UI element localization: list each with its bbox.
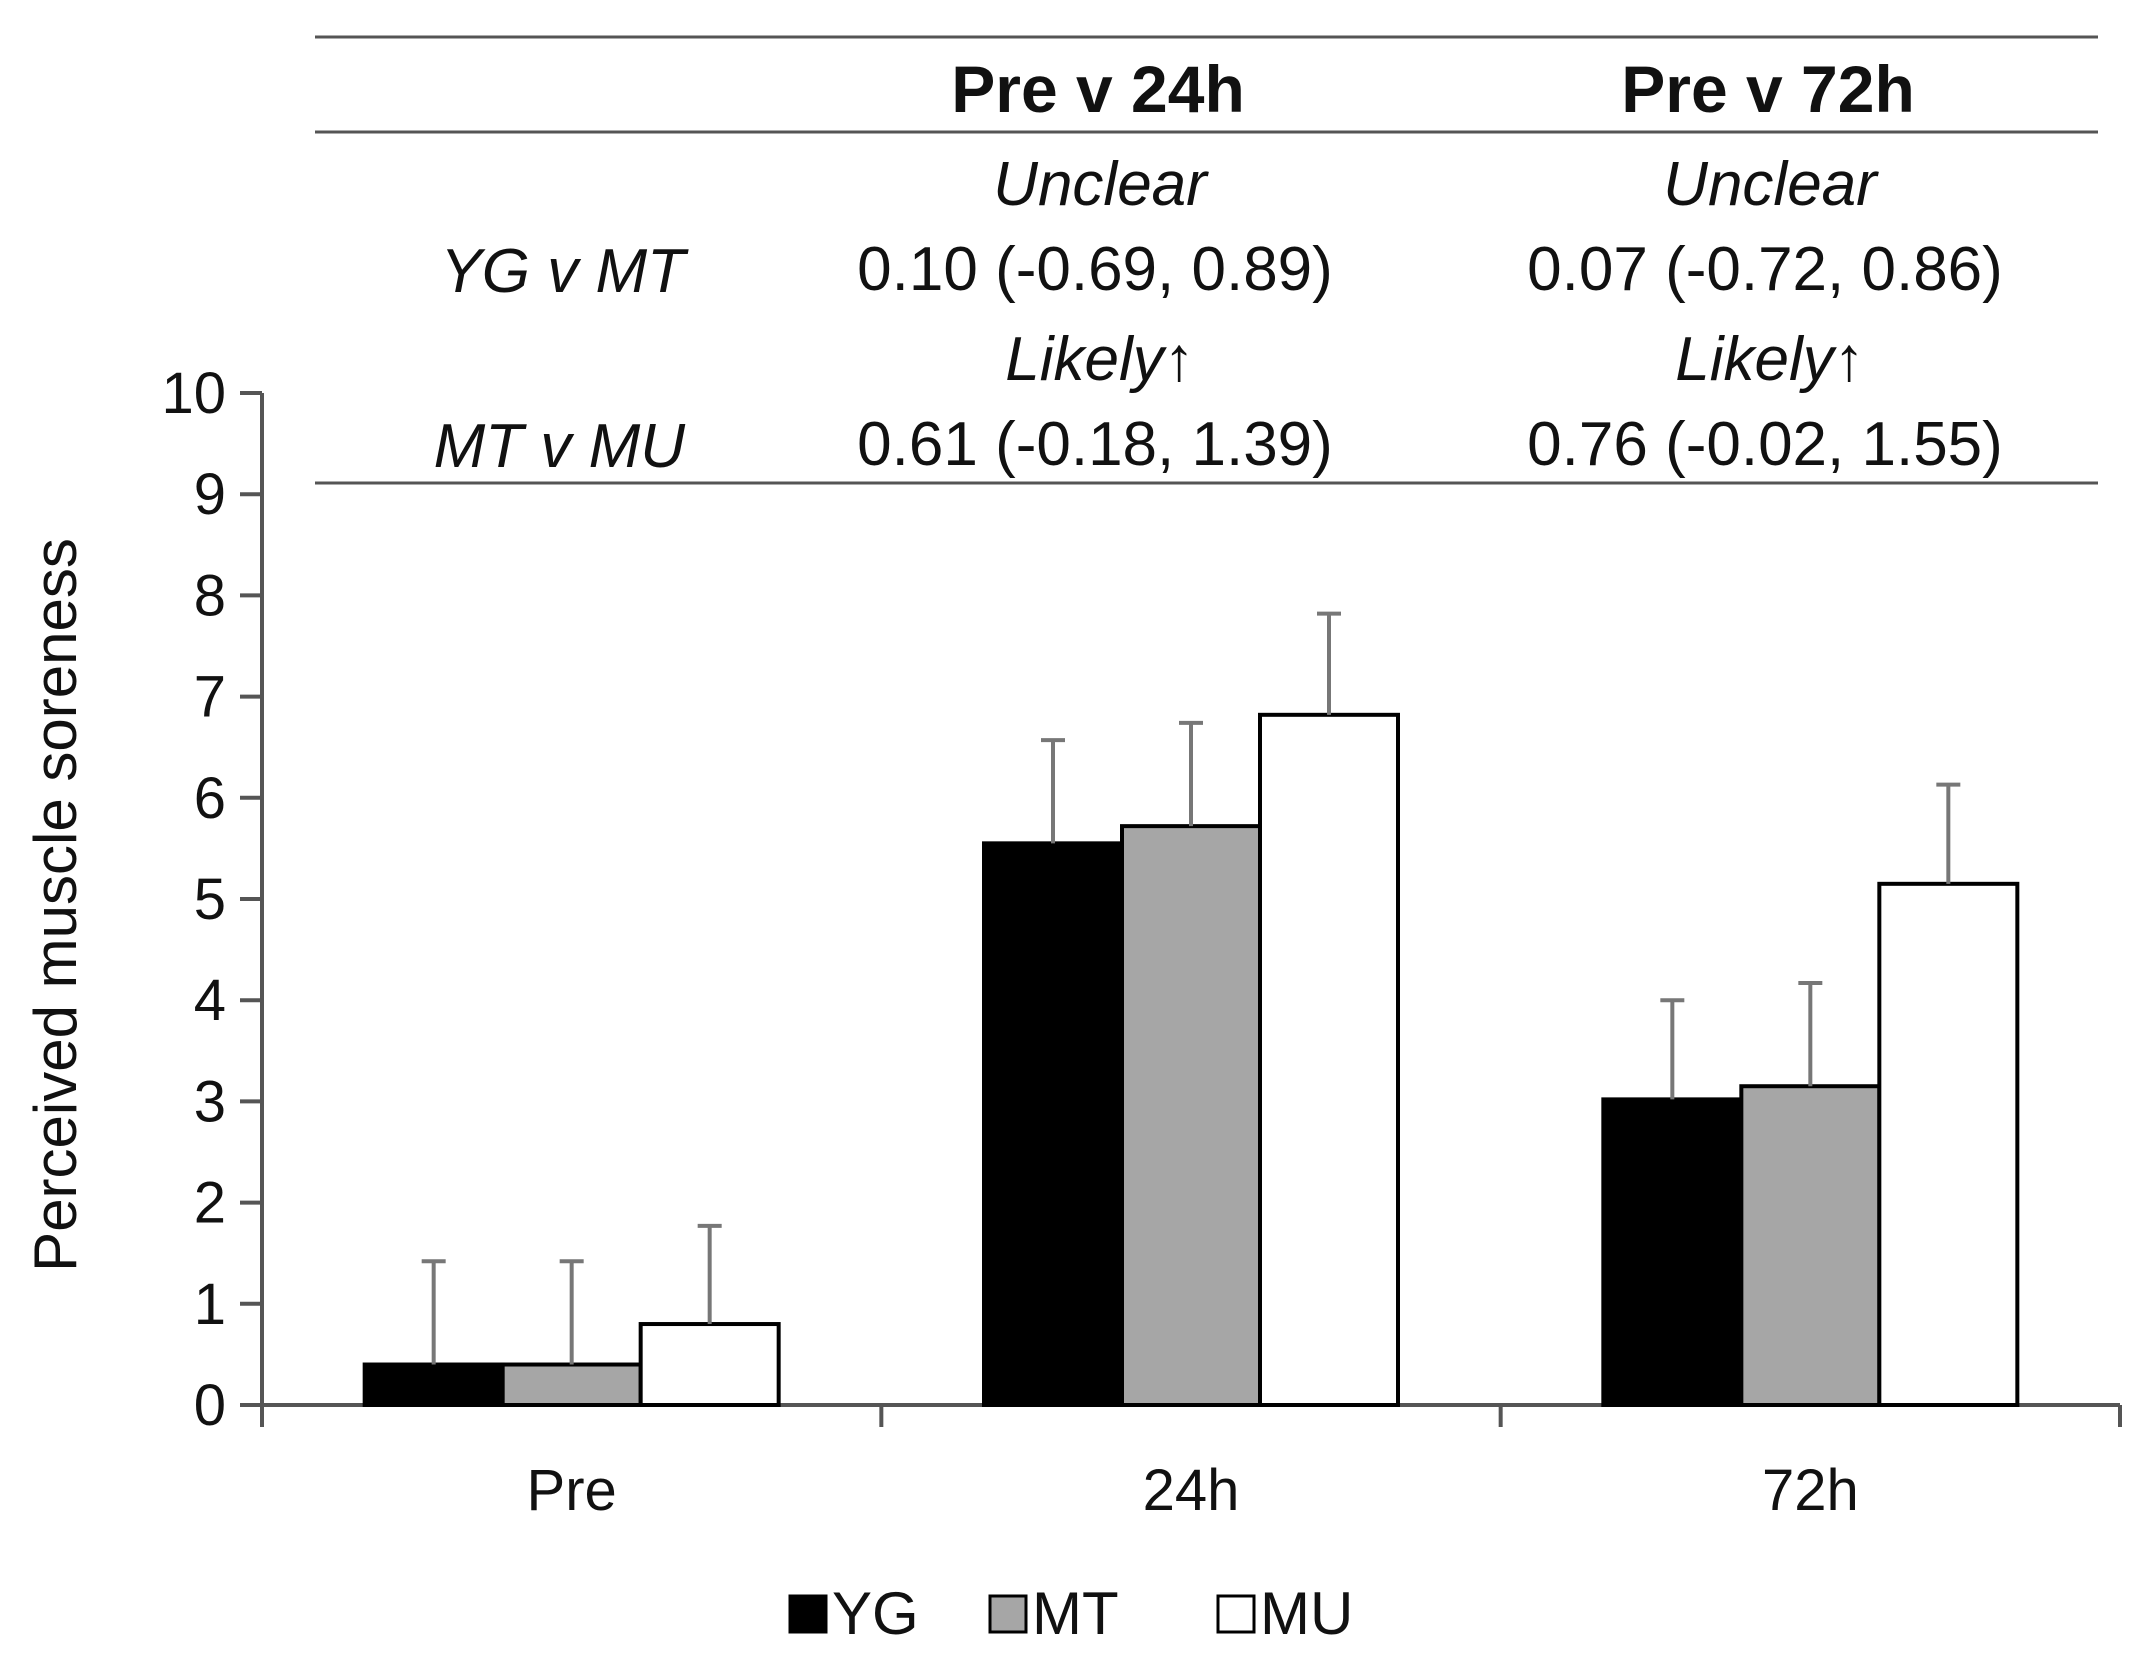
bar-mt-72h xyxy=(1739,1084,1882,1407)
bar-mu-pre xyxy=(638,1322,781,1408)
row-label-mt-v-mu: MT v MU xyxy=(434,412,687,481)
x-category-label: 24h xyxy=(1143,1458,1240,1523)
value-mt-mu-72h: 0.76 (-0.02, 1.55) xyxy=(1527,410,2003,479)
y-tick-label: 5 xyxy=(194,867,226,932)
value-yg-mt-72h: 0.07 (-0.72, 0.86) xyxy=(1527,235,2003,304)
y-tick-label: 0 xyxy=(194,1373,226,1438)
legend-swatch-mu xyxy=(1216,1594,1256,1634)
y-tick-label: 9 xyxy=(194,462,226,527)
y-tick-label: 3 xyxy=(194,1069,226,1134)
qualifier-mt-mu-24h: Likely↑ xyxy=(1005,325,1195,394)
table-header-pre-v-72h: Pre v 72h xyxy=(1621,52,1915,126)
bar-mu-72h xyxy=(1877,881,2020,1407)
legend-swatch-yg xyxy=(788,1594,828,1634)
legend-label-mt: MT xyxy=(1032,1580,1119,1647)
qualifier-yg-mt-24h: Unclear xyxy=(993,150,1209,219)
bar-mt-pre xyxy=(500,1362,643,1408)
y-tick-label: 7 xyxy=(194,665,226,730)
table-header-pre-v-24h: Pre v 24h xyxy=(951,52,1245,126)
x-category-label: Pre xyxy=(527,1458,617,1523)
bar-yg-pre xyxy=(362,1362,505,1408)
bar-mt-24h xyxy=(1120,824,1262,1407)
y-tick-label: 6 xyxy=(194,766,226,831)
legend: YG MT MU xyxy=(788,1580,1353,1647)
stats-table: Pre v 24h Pre v 72h Unclear Unclear YG v… xyxy=(315,35,2098,485)
qualifier-yg-mt-72h: Unclear xyxy=(1663,150,1879,219)
y-tick-label: 10 xyxy=(161,361,226,426)
y-axis-label: Perceived muscle soreness xyxy=(22,538,89,1272)
row-label-yg-v-mt: YG v MT xyxy=(440,237,689,306)
legend-label-yg: YG xyxy=(832,1580,919,1647)
legend-swatch-mt xyxy=(988,1594,1028,1634)
bar-yg-72h xyxy=(1601,1097,1744,1407)
x-category-label: 72h xyxy=(1762,1458,1859,1523)
y-tick-label: 8 xyxy=(194,563,226,628)
bar-yg-24h xyxy=(982,841,1124,1407)
value-mt-mu-24h: 0.61 (-0.18, 1.39) xyxy=(857,410,1333,479)
y-tick-label: 4 xyxy=(194,968,226,1033)
legend-label-mu: MU xyxy=(1260,1580,1353,1647)
y-tick-label: 1 xyxy=(194,1272,226,1337)
value-yg-mt-24h: 0.10 (-0.69, 0.89) xyxy=(857,235,1333,304)
qualifier-mt-mu-72h: Likely↑ xyxy=(1675,325,1865,394)
y-tick-label: 2 xyxy=(194,1171,226,1236)
bar-mu-24h xyxy=(1258,712,1400,1407)
